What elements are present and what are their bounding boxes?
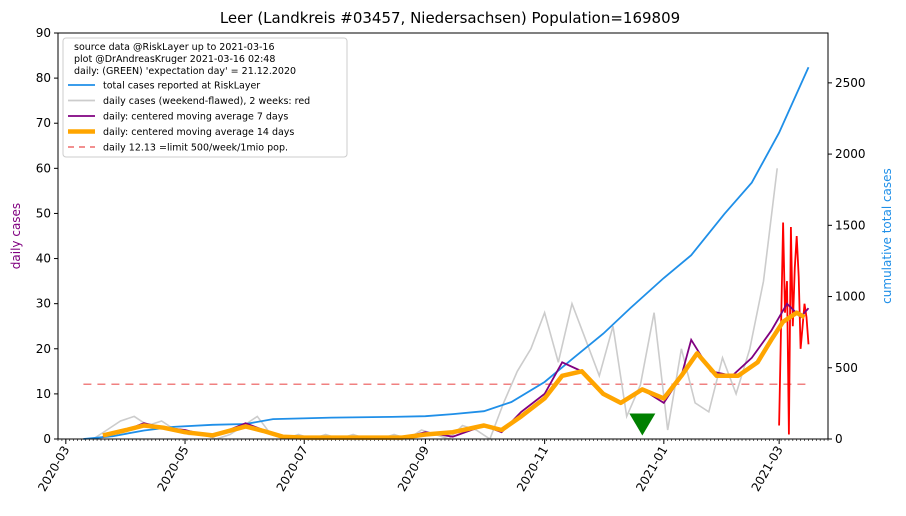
left-tick-label: 20 bbox=[36, 342, 51, 356]
chart-title: Leer (Landkreis #03457, Niedersachsen) P… bbox=[220, 9, 680, 27]
left-tick-label: 70 bbox=[36, 116, 51, 130]
right-tick-label: 1000 bbox=[835, 290, 866, 304]
legend-note: daily: (GREEN) 'expectation day' = 21.12… bbox=[74, 66, 296, 77]
ma7-line bbox=[102, 302, 810, 440]
left-tick-label: 30 bbox=[36, 297, 51, 311]
plot-area bbox=[83, 66, 810, 441]
right-tick-label: 2500 bbox=[835, 76, 866, 90]
daily-cases-line bbox=[92, 168, 778, 441]
left-tick-label: 60 bbox=[36, 161, 51, 175]
x-tick-label: 2021-03 bbox=[749, 444, 786, 494]
ma14-line bbox=[102, 310, 806, 440]
expectation-day-marker bbox=[629, 413, 656, 436]
legend-entry: total cases reported at RiskLayer bbox=[103, 81, 260, 92]
legend-entry: daily 12.13 =limit 500/week/1mio pop. bbox=[103, 143, 288, 154]
left-tick-label: 90 bbox=[36, 26, 51, 40]
left-tick-label: 50 bbox=[36, 206, 51, 220]
legend: source data @RiskLayer up to 2021-03-16p… bbox=[62, 37, 348, 158]
x-tick-label: 2020-05 bbox=[154, 444, 191, 494]
left-tick-label: 80 bbox=[36, 71, 51, 85]
right-tick-label: 1500 bbox=[835, 218, 866, 232]
x-tick-label: 2020-11 bbox=[514, 444, 551, 494]
legend-entry: daily: centered moving average 7 days bbox=[103, 112, 288, 123]
right-axis-label: cumulative total cases bbox=[880, 168, 894, 304]
right-tick-label: 2000 bbox=[835, 147, 866, 161]
x-tick-label: 2020-09 bbox=[395, 444, 432, 494]
left-tick-label: 40 bbox=[36, 252, 51, 266]
legend-entry: daily cases (weekend-flawed), 2 weeks: r… bbox=[103, 96, 310, 107]
right-tick-label: 0 bbox=[835, 432, 843, 446]
legend-entry: daily: centered moving average 14 days bbox=[103, 127, 294, 138]
legend-box bbox=[62, 37, 348, 158]
recent-daily-line bbox=[778, 222, 810, 435]
left-axis-label: daily cases bbox=[9, 203, 23, 269]
x-tick-label: 2020-07 bbox=[274, 444, 311, 494]
legend-note: source data @RiskLayer up to 2021-03-16 bbox=[74, 42, 275, 53]
legend-note: plot @DrAndreasKruger 2021-03-16 02:48 bbox=[74, 54, 275, 65]
x-tick-label: 2020-03 bbox=[35, 444, 72, 494]
total-cases-line bbox=[83, 66, 810, 440]
x-tick-label: 2021-01 bbox=[633, 444, 670, 494]
left-tick-label: 0 bbox=[43, 432, 51, 446]
right-tick-label: 500 bbox=[835, 361, 858, 375]
plot-frame bbox=[57, 32, 829, 440]
left-tick-label: 10 bbox=[36, 387, 51, 401]
